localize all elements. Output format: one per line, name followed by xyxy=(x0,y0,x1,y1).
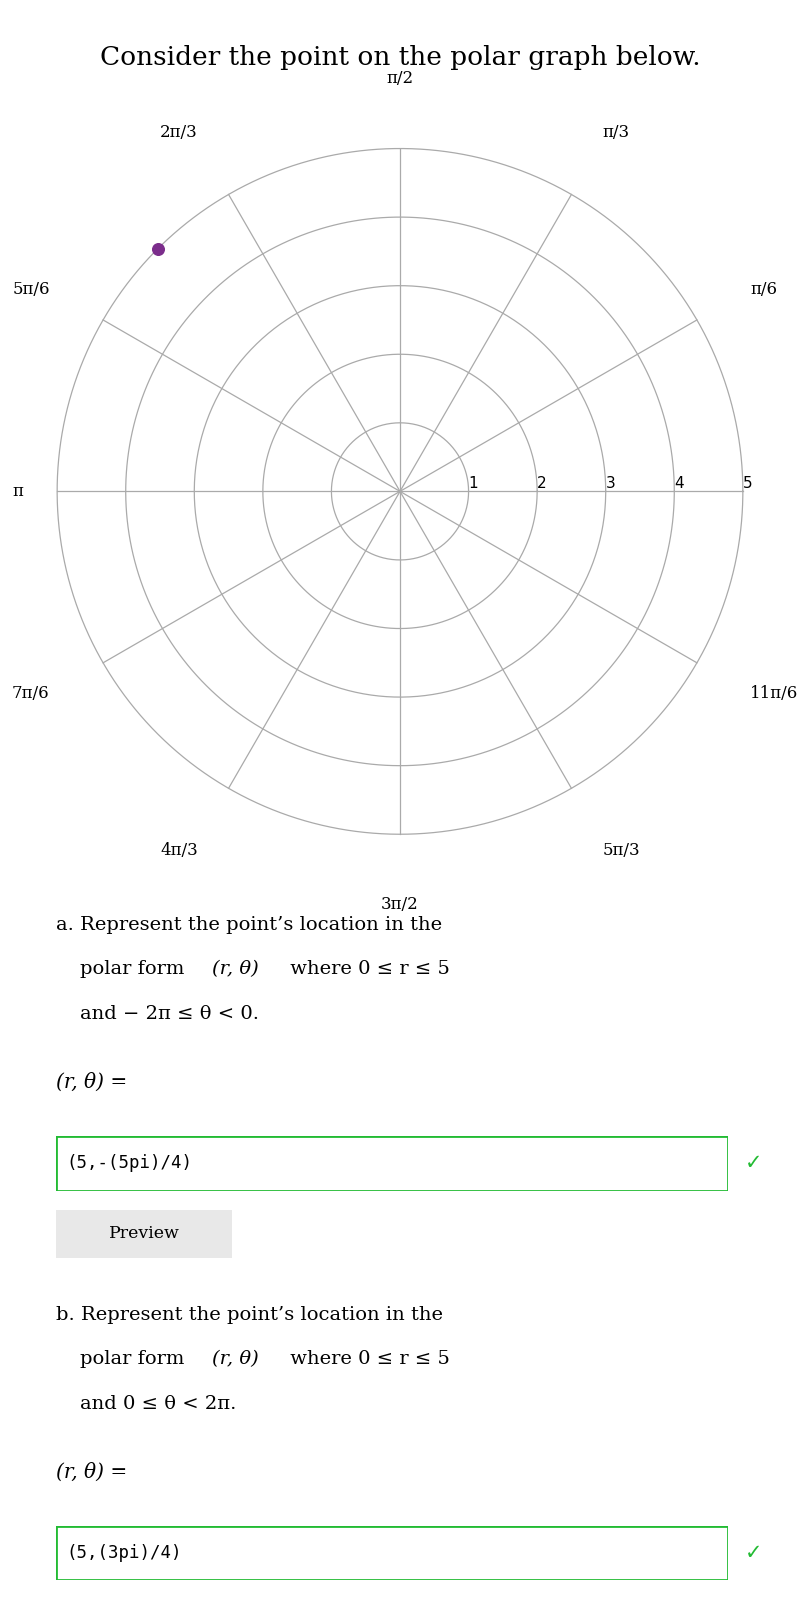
Text: where 0 ≤ r ≤ 5: where 0 ≤ r ≤ 5 xyxy=(284,960,450,978)
Text: 5: 5 xyxy=(743,476,753,492)
Text: (5,-(5pi)/4): (5,-(5pi)/4) xyxy=(66,1154,192,1173)
Text: 2: 2 xyxy=(537,476,546,492)
Text: 4: 4 xyxy=(674,476,684,492)
Text: 5π/3: 5π/3 xyxy=(602,842,640,858)
Text: and − 2π ≤ θ < 0.: and − 2π ≤ θ < 0. xyxy=(80,1005,259,1023)
Text: 2π/3: 2π/3 xyxy=(160,125,198,141)
Text: π: π xyxy=(13,483,24,500)
Text: (r, θ): (r, θ) xyxy=(212,960,258,978)
Text: π/2: π/2 xyxy=(386,70,414,86)
Text: polar form: polar form xyxy=(80,1350,190,1368)
Text: (r, θ) =: (r, θ) = xyxy=(56,1072,127,1091)
Text: ✓: ✓ xyxy=(745,1154,762,1173)
Text: 11π/6: 11π/6 xyxy=(750,686,798,702)
Text: (r, θ): (r, θ) xyxy=(212,1350,258,1368)
Text: where 0 ≤ r ≤ 5: where 0 ≤ r ≤ 5 xyxy=(284,1350,450,1368)
Text: Preview: Preview xyxy=(109,1226,179,1242)
Point xyxy=(151,237,164,262)
Text: (r, θ) =: (r, θ) = xyxy=(56,1462,127,1481)
Text: 7π/6: 7π/6 xyxy=(12,686,50,702)
Text: 3: 3 xyxy=(606,476,615,492)
Text: and 0 ≤ θ < 2π.: and 0 ≤ θ < 2π. xyxy=(80,1395,236,1413)
Text: π/3: π/3 xyxy=(602,125,630,141)
Text: ✓: ✓ xyxy=(745,1544,762,1563)
Text: polar form: polar form xyxy=(80,960,190,978)
Text: π/6: π/6 xyxy=(750,281,778,297)
FancyBboxPatch shape xyxy=(56,1136,728,1191)
FancyBboxPatch shape xyxy=(46,1208,242,1259)
FancyBboxPatch shape xyxy=(56,1526,728,1580)
Text: a. Represent the point’s location in the: a. Represent the point’s location in the xyxy=(56,916,442,933)
Text: 1: 1 xyxy=(469,476,478,492)
Text: b. Represent the point’s location in the: b. Represent the point’s location in the xyxy=(56,1306,443,1323)
Text: (5,(3pi)/4): (5,(3pi)/4) xyxy=(66,1544,182,1563)
Text: 4π/3: 4π/3 xyxy=(160,842,198,858)
Text: Consider the point on the polar graph below.: Consider the point on the polar graph be… xyxy=(100,45,700,70)
Text: 5π/6: 5π/6 xyxy=(12,281,50,297)
Text: 3π/2: 3π/2 xyxy=(381,896,419,912)
